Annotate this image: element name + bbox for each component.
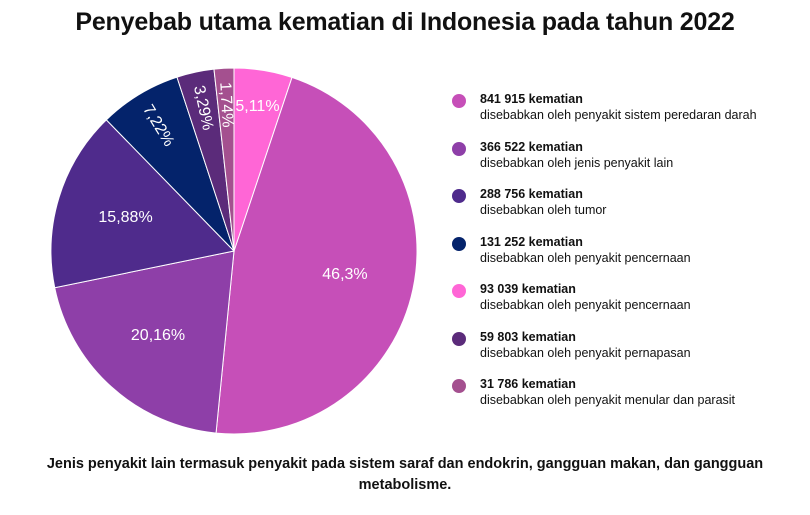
legend-swatch: [452, 379, 466, 393]
legend-item: 131 252 kematian disebabkan oleh penyakit…: [452, 233, 802, 281]
legend-description: disebabkan oleh penyakit pencernaan: [480, 298, 691, 312]
slice-label-2: 20,16%: [131, 327, 185, 344]
chart-legend: 841 915 kematian disebabkan oleh penyakit…: [452, 90, 802, 423]
slice-label-7: 5,11%: [235, 98, 279, 115]
legend-swatch: [452, 94, 466, 108]
legend-count: 366 522 kematian: [480, 139, 583, 154]
legend-description: disebabkan oleh penyakit pernapasan: [480, 345, 691, 360]
legend-swatch: [452, 141, 466, 156]
legend-description: disebabkan oleh penyakit menular dan par…: [480, 393, 736, 407]
legend-swatch: [452, 189, 466, 203]
pie-slice-2: [54, 250, 235, 434]
legend-item: 366 522 kematian disebabkan oleh jenis pe…: [452, 138, 802, 186]
slice-label-3: 15,88%: [98, 209, 152, 226]
legend-count: 93 039 kematian: [480, 282, 576, 296]
legend-count: 59 803 kematian: [480, 329, 576, 344]
legend-description: disebabkan oleh penyakit pencernaan: [480, 250, 691, 265]
pie-slice-7: [233, 67, 293, 252]
footnote: Jenis penyakit lain termasuk penyakit pa…: [46, 456, 764, 493]
legend-item: 93 039 kematian disebabkan oleh penyakit …: [452, 280, 802, 328]
legend-swatch: [452, 331, 466, 346]
pie-slice-1: [215, 76, 418, 435]
legend-count: 841 915 kematian: [480, 92, 583, 106]
legend-count: 31 786 kematian: [480, 377, 576, 391]
legend-item: 841 915 kematian disebabkan oleh penyakit…: [452, 90, 802, 138]
legend-item: 31 786 kematian disebabkan oleh penyakit …: [452, 375, 802, 423]
legend-item: 288 756 kematian disebabkan oleh tumor: [452, 185, 802, 233]
legend-description: disebabkan oleh penyakit sistem peredara…: [480, 108, 757, 122]
slice-label-1: 46,3%: [322, 266, 367, 283]
legend-count: 288 756 kematian: [480, 187, 583, 201]
legend-description: disebabkan oleh jenis penyakit lain: [480, 155, 674, 170]
slice-label-6: 1,74%: [216, 82, 235, 128]
legend-item: 59 803 kematian disebabkan oleh penyakit …: [452, 328, 802, 376]
legend-count: 131 252 kematian: [480, 234, 583, 249]
legend-swatch: [452, 284, 466, 298]
chart-title: Penyebab utama kematian di Indonesia pad…: [75, 8, 735, 36]
pie-slice-3: [50, 119, 235, 289]
legend-description: disebabkan oleh tumor: [480, 203, 607, 217]
legend-swatch: [452, 236, 466, 251]
